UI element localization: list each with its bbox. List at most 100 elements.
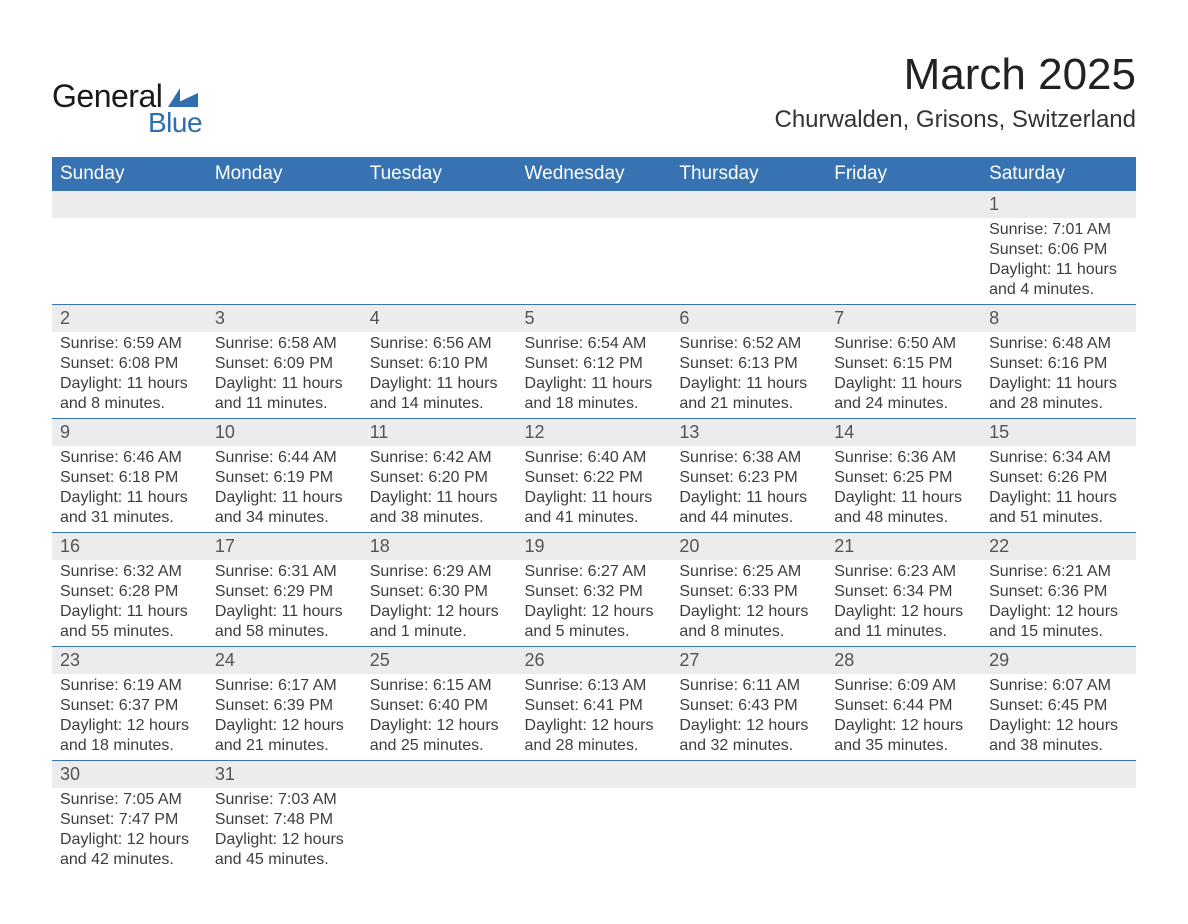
sunrise-line: Sunrise: 7:01 AM [989,220,1128,240]
sunrise-line: Sunrise: 6:48 AM [989,334,1128,354]
day-details [362,218,517,236]
sunrise-line: Sunrise: 6:46 AM [60,448,199,468]
calendar-cell [52,191,207,305]
day-details: Sunrise: 6:29 AMSunset: 6:30 PMDaylight:… [362,560,517,646]
calendar-cell [671,191,826,305]
weekday-header: Tuesday [362,157,517,191]
day-details: Sunrise: 6:19 AMSunset: 6:37 PMDaylight:… [52,674,207,760]
day-details: Sunrise: 6:27 AMSunset: 6:32 PMDaylight:… [517,560,672,646]
day-details: Sunrise: 6:07 AMSunset: 6:45 PMDaylight:… [981,674,1136,760]
sunrise-line: Sunrise: 6:29 AM [370,562,509,582]
day-details: Sunrise: 7:03 AMSunset: 7:48 PMDaylight:… [207,788,362,874]
day-number: 24 [207,647,362,674]
sunrise-line: Sunrise: 6:44 AM [215,448,354,468]
calendar-cell: 27Sunrise: 6:11 AMSunset: 6:43 PMDayligh… [671,647,826,761]
day-details: Sunrise: 6:09 AMSunset: 6:44 PMDaylight:… [826,674,981,760]
day-number: 6 [671,305,826,332]
sunrise-line: Sunrise: 6:15 AM [370,676,509,696]
daylight-line: Daylight: 12 hours and 15 minutes. [989,602,1128,642]
calendar-cell: 28Sunrise: 6:09 AMSunset: 6:44 PMDayligh… [826,647,981,761]
day-number: 12 [517,419,672,446]
month-title: March 2025 [775,50,1137,100]
day-details: Sunrise: 6:54 AMSunset: 6:12 PMDaylight:… [517,332,672,418]
calendar-head: SundayMondayTuesdayWednesdayThursdayFrid… [52,157,1136,191]
day-details: Sunrise: 6:15 AMSunset: 6:40 PMDaylight:… [362,674,517,760]
day-number: 17 [207,533,362,560]
calendar-table: SundayMondayTuesdayWednesdayThursdayFrid… [52,157,1136,874]
calendar-cell: 10Sunrise: 6:44 AMSunset: 6:19 PMDayligh… [207,419,362,533]
day-number: 28 [826,647,981,674]
day-details: Sunrise: 6:25 AMSunset: 6:33 PMDaylight:… [671,560,826,646]
sunset-line: Sunset: 6:06 PM [989,240,1128,260]
sunset-line: Sunset: 6:45 PM [989,696,1128,716]
calendar-cell: 21Sunrise: 6:23 AMSunset: 6:34 PMDayligh… [826,533,981,647]
sunrise-line: Sunrise: 6:36 AM [834,448,973,468]
day-details [826,788,981,806]
calendar-cell: 26Sunrise: 6:13 AMSunset: 6:41 PMDayligh… [517,647,672,761]
day-details: Sunrise: 6:36 AMSunset: 6:25 PMDaylight:… [826,446,981,532]
sunset-line: Sunset: 6:33 PM [679,582,818,602]
calendar-cell [671,761,826,875]
calendar-cell: 16Sunrise: 6:32 AMSunset: 6:28 PMDayligh… [52,533,207,647]
day-number [981,761,1136,788]
day-details: Sunrise: 6:34 AMSunset: 6:26 PMDaylight:… [981,446,1136,532]
sunset-line: Sunset: 6:32 PM [525,582,664,602]
sunrise-line: Sunrise: 6:34 AM [989,448,1128,468]
daylight-line: Daylight: 11 hours and 48 minutes. [834,488,973,528]
day-details: Sunrise: 6:58 AMSunset: 6:09 PMDaylight:… [207,332,362,418]
calendar-cell: 24Sunrise: 6:17 AMSunset: 6:39 PMDayligh… [207,647,362,761]
sunset-line: Sunset: 6:34 PM [834,582,973,602]
calendar-cell [517,761,672,875]
sunrise-line: Sunrise: 6:21 AM [989,562,1128,582]
calendar-cell: 5Sunrise: 6:54 AMSunset: 6:12 PMDaylight… [517,305,672,419]
calendar-cell: 8Sunrise: 6:48 AMSunset: 6:16 PMDaylight… [981,305,1136,419]
calendar-cell [207,191,362,305]
location: Churwalden, Grisons, Switzerland [775,106,1137,134]
day-number: 1 [981,191,1136,218]
calendar-cell: 31Sunrise: 7:03 AMSunset: 7:48 PMDayligh… [207,761,362,875]
day-details: Sunrise: 7:01 AMSunset: 6:06 PMDaylight:… [981,218,1136,304]
day-number [671,761,826,788]
sunrise-line: Sunrise: 6:17 AM [215,676,354,696]
sunset-line: Sunset: 6:25 PM [834,468,973,488]
daylight-line: Daylight: 12 hours and 18 minutes. [60,716,199,756]
day-details [671,788,826,806]
day-number [826,761,981,788]
day-number: 27 [671,647,826,674]
day-details: Sunrise: 6:13 AMSunset: 6:41 PMDaylight:… [517,674,672,760]
day-details: Sunrise: 6:42 AMSunset: 6:20 PMDaylight:… [362,446,517,532]
sunset-line: Sunset: 6:37 PM [60,696,199,716]
day-number: 19 [517,533,672,560]
daylight-line: Daylight: 11 hours and 44 minutes. [679,488,818,528]
weekday-header: Monday [207,157,362,191]
calendar-week: 23Sunrise: 6:19 AMSunset: 6:37 PMDayligh… [52,647,1136,761]
calendar-cell: 20Sunrise: 6:25 AMSunset: 6:33 PMDayligh… [671,533,826,647]
day-number: 14 [826,419,981,446]
day-number: 2 [52,305,207,332]
calendar-body: 1Sunrise: 7:01 AMSunset: 6:06 PMDaylight… [52,191,1136,874]
calendar-cell: 6Sunrise: 6:52 AMSunset: 6:13 PMDaylight… [671,305,826,419]
sunset-line: Sunset: 6:26 PM [989,468,1128,488]
calendar-cell: 15Sunrise: 6:34 AMSunset: 6:26 PMDayligh… [981,419,1136,533]
day-details [826,218,981,236]
daylight-line: Daylight: 11 hours and 21 minutes. [679,374,818,414]
day-number [826,191,981,218]
sunrise-line: Sunrise: 6:23 AM [834,562,973,582]
day-number: 7 [826,305,981,332]
day-number: 13 [671,419,826,446]
day-number: 26 [517,647,672,674]
sunset-line: Sunset: 6:19 PM [215,468,354,488]
sunrise-line: Sunrise: 6:58 AM [215,334,354,354]
day-details [671,218,826,236]
day-number: 20 [671,533,826,560]
sunset-line: Sunset: 6:23 PM [679,468,818,488]
day-number: 10 [207,419,362,446]
calendar-cell [362,191,517,305]
day-number: 4 [362,305,517,332]
day-number [52,191,207,218]
calendar-cell: 29Sunrise: 6:07 AMSunset: 6:45 PMDayligh… [981,647,1136,761]
day-details: Sunrise: 6:21 AMSunset: 6:36 PMDaylight:… [981,560,1136,646]
sunset-line: Sunset: 6:16 PM [989,354,1128,374]
title-block: March 2025 Churwalden, Grisons, Switzerl… [775,50,1137,134]
sunrise-line: Sunrise: 7:05 AM [60,790,199,810]
